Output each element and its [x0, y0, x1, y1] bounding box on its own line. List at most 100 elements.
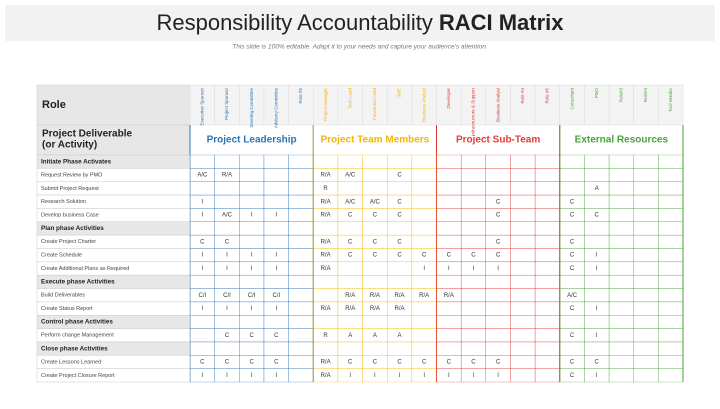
role-name: Tech Lead [347, 88, 352, 109]
matrix-cell [658, 301, 684, 316]
matrix-cell [658, 328, 684, 343]
matrix-cell [337, 221, 363, 236]
matrix-cell [436, 328, 462, 343]
matrix-cell [189, 274, 215, 289]
matrix-cell [559, 274, 585, 289]
matrix-cell [214, 221, 240, 236]
raci-value: C [496, 239, 501, 245]
role-label: Role [42, 99, 66, 111]
matrix-cell [633, 368, 659, 383]
matrix-cell [485, 315, 511, 329]
matrix-cell [608, 221, 634, 236]
activity-label: Build Deliverables [41, 293, 85, 299]
matrix-cell [460, 315, 486, 329]
group-name: Project Leadership [207, 135, 297, 146]
matrix-cell [534, 315, 560, 329]
raci-value: I [497, 266, 499, 272]
raci-value: R/A [321, 253, 331, 259]
role-header [263, 84, 289, 126]
raci-value: R/A [321, 213, 331, 219]
raci-value: A/C [197, 173, 208, 179]
matrix-cell [411, 181, 437, 196]
raci-value: A [348, 333, 352, 339]
role-header [658, 84, 684, 126]
matrix-cell [485, 288, 511, 303]
matrix-cell [658, 208, 684, 222]
matrix-cell [460, 154, 486, 169]
matrix-cell [608, 341, 634, 356]
matrix-cell [411, 315, 437, 329]
raci-value: C [348, 239, 353, 245]
matrix-cell [214, 194, 240, 209]
matrix-cell [411, 328, 437, 343]
matrix-cell [387, 221, 413, 236]
role-header [337, 84, 363, 126]
matrix-cell [313, 341, 339, 356]
title-regular: Responsibility Accountability [156, 10, 432, 35]
role-header [584, 84, 610, 126]
matrix-cell [559, 181, 585, 196]
matrix-cell [313, 288, 339, 303]
matrix-cell [658, 355, 684, 369]
matrix-cell [436, 234, 462, 249]
matrix-cell [658, 154, 684, 169]
matrix-cell [460, 328, 486, 343]
matrix-cell [362, 154, 388, 169]
raci-value: C [570, 360, 575, 366]
raci-value: C [249, 333, 254, 339]
matrix-cell [362, 274, 388, 289]
raci-value: C/I [223, 293, 231, 299]
raci-value: I [596, 266, 598, 272]
raci-value: C [471, 360, 476, 366]
matrix-cell [288, 194, 314, 209]
role-name: Tool Vendor [668, 88, 673, 112]
matrix-cell [460, 181, 486, 196]
role-name: SME [397, 88, 402, 98]
matrix-cell [485, 221, 511, 236]
role-name: Role#3 [619, 88, 624, 103]
role-name: Business Analyst [421, 87, 426, 122]
activity-label: Create Lessons Learned [41, 359, 101, 365]
matrix-cell [608, 301, 634, 316]
matrix-cell [263, 181, 289, 196]
raci-value: C [373, 213, 378, 219]
matrix-cell [534, 274, 560, 289]
raci-value: C [348, 213, 353, 219]
raci-value: C [397, 213, 402, 219]
matrix-cell [436, 194, 462, 209]
matrix-cell [387, 315, 413, 329]
section-label: Initiate Phase Activates [41, 158, 112, 165]
raci-value: C [373, 239, 378, 245]
matrix-cell [608, 208, 634, 222]
matrix-cell [510, 181, 536, 196]
matrix-cell [658, 341, 684, 356]
matrix-cell [460, 301, 486, 316]
matrix-cell [436, 315, 462, 329]
matrix-cell [559, 221, 585, 236]
raci-value: I [596, 373, 598, 379]
matrix-cell [460, 234, 486, 249]
matrix-cell [633, 288, 659, 303]
matrix-cell [510, 315, 536, 329]
raci-value: A/C [370, 199, 381, 205]
raci-value: C [397, 239, 402, 245]
raci-value: C [496, 213, 501, 219]
matrix-cell [559, 168, 585, 182]
raci-value: R/A [321, 199, 331, 205]
matrix-cell [411, 208, 437, 222]
activity-label: Create Project Charter [41, 239, 96, 245]
activity-label: Create Additional Plans as Required [41, 266, 129, 272]
raci-value: A/C [345, 173, 356, 179]
raci-value: C/I [198, 293, 206, 299]
matrix-cell [337, 315, 363, 329]
matrix-cell [633, 194, 659, 209]
matrix-cell [337, 181, 363, 196]
raci-value: I [596, 306, 598, 312]
matrix-cell [460, 208, 486, 222]
matrix-cell [584, 288, 610, 303]
activity-label: Create Schedule [41, 253, 82, 259]
matrix-cell [411, 168, 437, 182]
role-name: Project Sponsor [224, 88, 229, 121]
raci-value: C [249, 360, 254, 366]
matrix-cell [189, 154, 215, 169]
